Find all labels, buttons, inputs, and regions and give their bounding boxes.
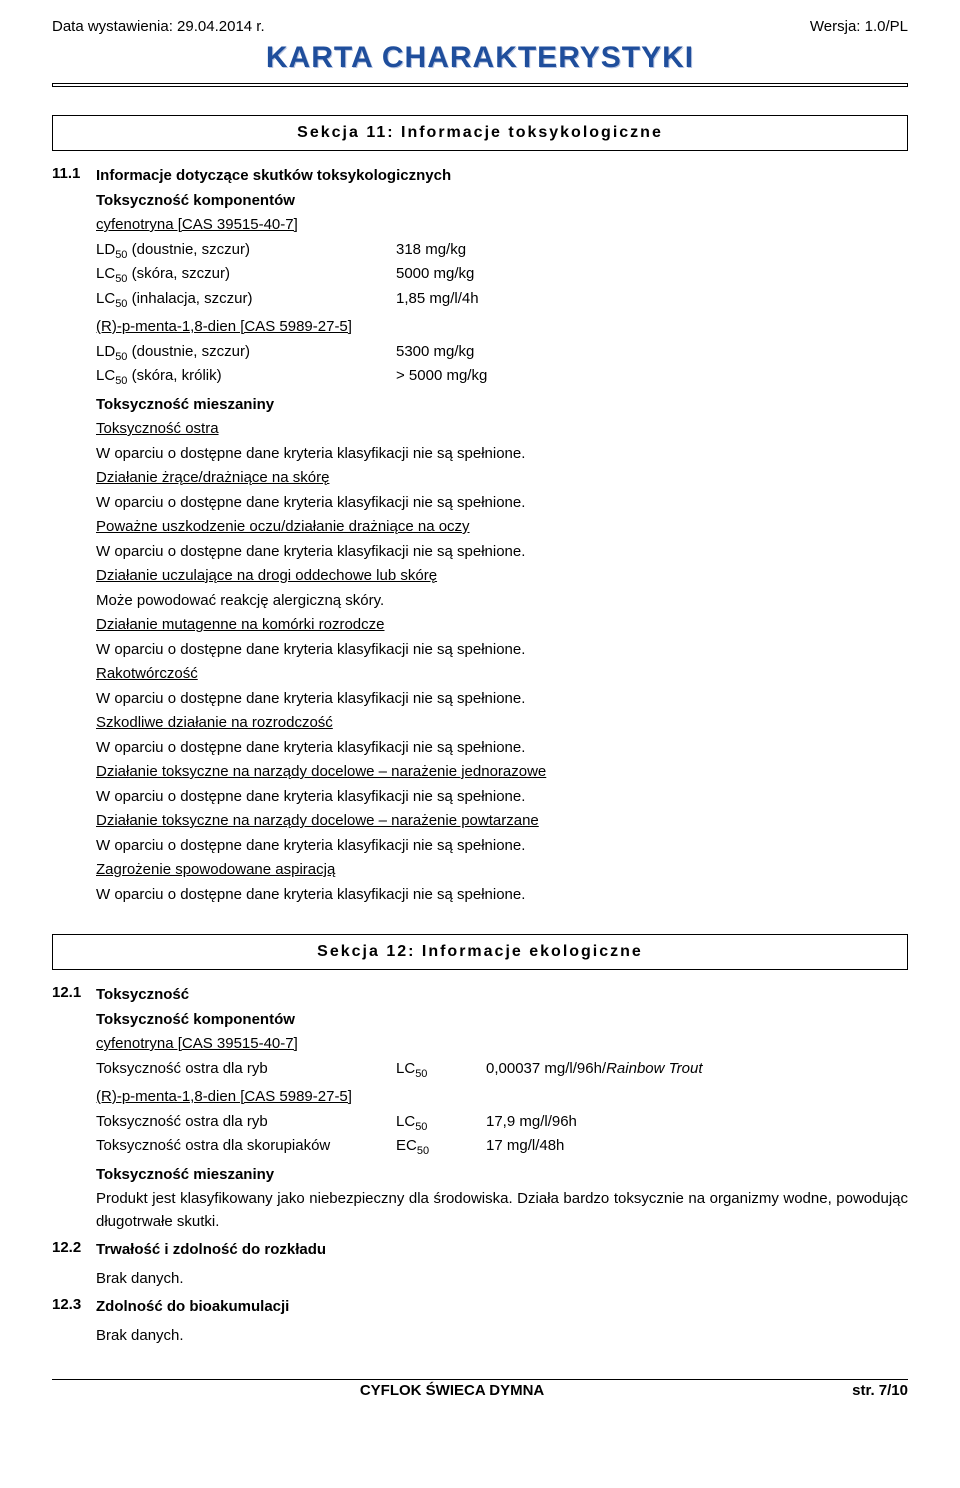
section-12-3-title: Zdolność do bioakumulacji bbox=[96, 1298, 289, 1315]
data-row: LD50 (doustnie, szczur)5300 mg/kg bbox=[96, 341, 908, 366]
main-title: KARTA CHARAKTERYSTYKI bbox=[52, 41, 908, 75]
tox-components-label: Toksyczność komponentów bbox=[96, 190, 908, 213]
section-12-3-num: 12.3 bbox=[52, 1296, 96, 1313]
header-version: Wersja: 1.0/PL bbox=[810, 18, 908, 35]
tox-item-body: W oparciu o dostępne dane kryteria klasy… bbox=[96, 688, 908, 711]
tox-item-heading: Zagrożenie spowodowane aspiracją bbox=[96, 859, 908, 882]
eco-component-2-data: Toksyczność ostra dla rybLC5017,9 mg/l/9… bbox=[96, 1111, 908, 1160]
tox-item-body: W oparciu o dostępne dane kryteria klasy… bbox=[96, 492, 908, 515]
section-12-heading: Sekcja 12: Informacje ekologiczne bbox=[52, 934, 908, 970]
data-row: LC50 (skóra, szczur)5000 mg/kg bbox=[96, 263, 908, 288]
tox-item-heading: Działanie toksyczne na narządy docelowe … bbox=[96, 810, 908, 833]
footer-product-name: CYFLOK ŚWIECA DYMNA bbox=[360, 1382, 544, 1399]
eco-tox-components-label: Toksyczność komponentów bbox=[96, 1009, 908, 1032]
data-row: LD50 (doustnie, szczur)318 mg/kg bbox=[96, 239, 908, 264]
tox-item-heading: Działanie mutagenne na komórki rozrodcze bbox=[96, 614, 908, 637]
data-row: LC50 (inhalacja, szczur)1,85 mg/l/4h bbox=[96, 288, 908, 313]
component-1-data: LD50 (doustnie, szczur)318 mg/kgLC50 (sk… bbox=[96, 239, 908, 313]
eco-component-2-name: (R)-p-menta-1,8-dien [CAS 5989-27-5] bbox=[96, 1086, 908, 1109]
component-2-data: LD50 (doustnie, szczur)5300 mg/kgLC50 (s… bbox=[96, 341, 908, 390]
tox-item-body: W oparciu o dostępne dane kryteria klasy… bbox=[96, 541, 908, 564]
data-row: LC50 (skóra, królik)> 5000 mg/kg bbox=[96, 365, 908, 390]
section-12-1-num: 12.1 bbox=[52, 984, 96, 1001]
component-1-name: cyfenotryna [CAS 39515-40-7] bbox=[96, 214, 908, 237]
tox-item-body: W oparciu o dostępne dane kryteria klasy… bbox=[96, 737, 908, 760]
footer-page-num: str. 7/10 bbox=[852, 1382, 908, 1399]
section-11-heading: Sekcja 11: Informacje toksykologiczne bbox=[52, 115, 908, 151]
doc-header: Data wystawienia: 29.04.2014 r. Wersja: … bbox=[52, 18, 908, 35]
tox-item-heading: Działanie toksyczne na narządy docelowe … bbox=[96, 761, 908, 784]
tox-item-heading: Toksyczność ostra bbox=[96, 418, 908, 441]
section-12-2-body: Brak danych. bbox=[96, 1268, 908, 1291]
tox-item-body: W oparciu o dostępne dane kryteria klasy… bbox=[96, 786, 908, 809]
section-11-1-title: Informacje dotyczące skutków toksykologi… bbox=[96, 167, 451, 184]
tox-item-body: W oparciu o dostępne dane kryteria klasy… bbox=[96, 639, 908, 662]
header-date: Data wystawienia: 29.04.2014 r. bbox=[52, 18, 265, 35]
eco-data-row: Toksyczność ostra dla rybLC5017,9 mg/l/9… bbox=[96, 1111, 908, 1136]
eco-component-1-data: Toksyczność ostra dla rybLC500,00037 mg/… bbox=[96, 1058, 908, 1083]
section-12-1-title: Toksyczność bbox=[96, 986, 189, 1003]
tox-item-heading: Działanie żrące/drażniące na skórę bbox=[96, 467, 908, 490]
section-12-2-num: 12.2 bbox=[52, 1239, 96, 1256]
tox-item-body: W oparciu o dostępne dane kryteria klasy… bbox=[96, 835, 908, 858]
component-2-name: (R)-p-menta-1,8-dien [CAS 5989-27-5] bbox=[96, 316, 908, 339]
section-12-3-body: Brak danych. bbox=[96, 1325, 908, 1348]
tox-items-list: Toksyczność ostraW oparciu o dostępne da… bbox=[96, 418, 908, 906]
tox-item-heading: Szkodliwe działanie na rozrodczość bbox=[96, 712, 908, 735]
tox-item-body: Może powodować reakcję alergiczną skóry. bbox=[96, 590, 908, 613]
eco-data-row: Toksyczność ostra dla rybLC500,00037 mg/… bbox=[96, 1058, 908, 1083]
eco-mixture-body: Produkt jest klasyfikowany jako niebezpi… bbox=[96, 1188, 908, 1233]
doc-footer: CYFLOK ŚWIECA DYMNA str. 7/10 bbox=[52, 1380, 908, 1399]
eco-data-row: Toksyczność ostra dla skorupiakówEC5017 … bbox=[96, 1135, 908, 1160]
tox-item-heading: Poważne uszkodzenie oczu/działanie drażn… bbox=[96, 516, 908, 539]
eco-component-1-name: cyfenotryna [CAS 39515-40-7] bbox=[96, 1033, 908, 1056]
tox-item-body: W oparciu o dostępne dane kryteria klasy… bbox=[96, 884, 908, 907]
tox-item-heading: Działanie uczulające na drogi oddechowe … bbox=[96, 565, 908, 588]
tox-item-body: W oparciu o dostępne dane kryteria klasy… bbox=[96, 443, 908, 466]
section-12-2-title: Trwałość i zdolność do rozkładu bbox=[96, 1241, 326, 1258]
section-11-1-num: 11.1 bbox=[52, 165, 96, 182]
tox-item-heading: Rakotwórczość bbox=[96, 663, 908, 686]
tox-mixture-label: Toksyczność mieszaniny bbox=[96, 394, 908, 417]
title-underline-box bbox=[52, 83, 908, 87]
eco-tox-mixture-label: Toksyczność mieszaniny bbox=[96, 1164, 908, 1187]
